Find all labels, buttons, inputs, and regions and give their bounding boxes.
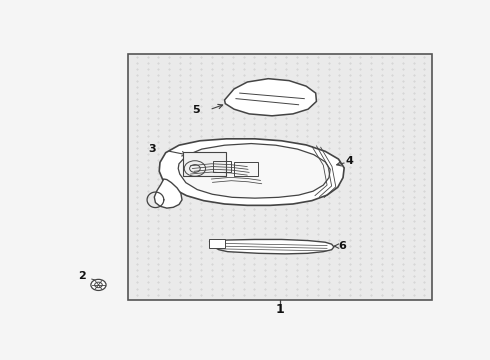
Text: 5: 5 bbox=[192, 105, 200, 115]
Bar bbox=[183, 152, 226, 176]
Text: 2: 2 bbox=[78, 271, 86, 281]
Bar bbox=[234, 162, 258, 176]
Polygon shape bbox=[178, 144, 330, 198]
Polygon shape bbox=[224, 79, 317, 116]
Polygon shape bbox=[209, 239, 334, 254]
Polygon shape bbox=[154, 179, 182, 208]
Text: 1: 1 bbox=[275, 303, 284, 316]
Polygon shape bbox=[159, 139, 344, 205]
Text: 4: 4 bbox=[346, 156, 354, 166]
Circle shape bbox=[91, 279, 106, 291]
Text: 6: 6 bbox=[338, 240, 346, 251]
Bar bbox=[213, 161, 231, 172]
Bar bbox=[209, 239, 224, 248]
Bar bbox=[128, 54, 432, 300]
Text: 3: 3 bbox=[148, 144, 156, 154]
